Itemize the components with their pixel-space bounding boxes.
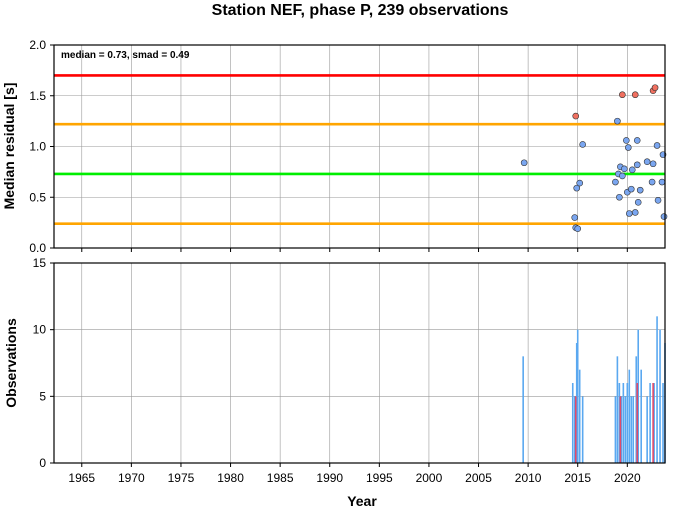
observation-bar bbox=[576, 329, 579, 463]
residual-point bbox=[625, 144, 632, 151]
x-tick-label: 1990 bbox=[316, 471, 343, 485]
residual-x-ticks bbox=[81, 248, 628, 252]
residual-point bbox=[633, 161, 641, 169]
observations-panel-frame bbox=[53, 262, 666, 464]
residual-point bbox=[614, 117, 621, 125]
x-tick-label: 1975 bbox=[168, 471, 195, 485]
observation-bar bbox=[640, 369, 642, 463]
observation-bar bbox=[575, 343, 578, 463]
residual-point bbox=[579, 141, 586, 148]
observation-bar bbox=[637, 329, 640, 463]
residual-point bbox=[621, 165, 628, 173]
observation-bar bbox=[616, 356, 619, 463]
observation-bar bbox=[656, 316, 658, 463]
observation-bar bbox=[652, 383, 654, 463]
residual-point bbox=[636, 186, 644, 194]
x-tick-label: 2015 bbox=[564, 471, 591, 485]
observation-bar bbox=[659, 329, 661, 463]
residual-point bbox=[633, 137, 641, 144]
observation-bar bbox=[622, 383, 625, 463]
observation-bar bbox=[628, 369, 631, 463]
residual-point bbox=[631, 209, 639, 216]
residual-point bbox=[627, 185, 635, 193]
x-tick-label: 1970 bbox=[118, 471, 145, 485]
residual-point bbox=[571, 214, 579, 221]
observation-bar bbox=[649, 383, 651, 463]
x-tick-label: 2020 bbox=[614, 471, 641, 485]
residual-y-axis-label: Median residual [s] bbox=[1, 83, 17, 210]
observation-bar bbox=[574, 396, 577, 463]
observation-bars bbox=[522, 316, 666, 463]
residual-point bbox=[631, 91, 639, 99]
residual-y-tick-label: 1.0 bbox=[29, 140, 46, 154]
residual-points bbox=[520, 84, 668, 233]
residual-point bbox=[623, 137, 630, 144]
x-tick-label: 1985 bbox=[267, 471, 294, 485]
observation-bar bbox=[626, 383, 629, 463]
residual-point bbox=[625, 210, 633, 217]
x-tick-label: 2000 bbox=[416, 471, 443, 485]
x-tick-label: 1995 bbox=[366, 471, 393, 485]
observations-x-ticks: 1965 1970 1975 1980 1985 1990 1995 2000 2005 2010… bbox=[68, 463, 641, 485]
stats-annotation: median = 0.73, smad = 0.49 bbox=[61, 50, 190, 61]
observations-y-axis-label: Observations bbox=[3, 318, 19, 408]
observation-bar bbox=[620, 396, 623, 463]
observation-bar bbox=[614, 396, 617, 463]
residual-point bbox=[649, 160, 657, 168]
residual-point bbox=[658, 178, 666, 186]
x-axis-label: Year bbox=[347, 493, 377, 509]
observation-bar bbox=[624, 396, 627, 463]
observations-y-tick-label: 5 bbox=[39, 389, 46, 403]
observation-bar bbox=[578, 369, 581, 463]
observation-bar bbox=[646, 396, 648, 463]
observation-bar bbox=[522, 356, 524, 463]
residual-point bbox=[660, 213, 668, 220]
reference-lines bbox=[54, 74, 665, 225]
observations-y-ticks: 0 5 10 15 bbox=[33, 256, 54, 470]
residual-y-tick-label: 1.5 bbox=[29, 89, 46, 103]
observation-bar bbox=[662, 383, 664, 463]
residual-point bbox=[616, 193, 623, 201]
residual-y-tick-label: 0.5 bbox=[29, 190, 46, 204]
observation-bar bbox=[653, 383, 655, 463]
observation-bar bbox=[632, 396, 635, 463]
residual-point bbox=[648, 178, 656, 186]
residual-point bbox=[628, 166, 636, 174]
residual-point bbox=[643, 158, 651, 166]
residual-point bbox=[654, 196, 662, 204]
x-tick-label: 1980 bbox=[217, 471, 244, 485]
residual-point bbox=[612, 178, 619, 186]
residual-point bbox=[634, 199, 642, 206]
residual-y-ticks: 0.0 0.5 1.0 1.5 2.0 bbox=[29, 38, 54, 255]
observation-bar bbox=[630, 396, 633, 463]
residual-point bbox=[574, 225, 582, 233]
residual-y-tick-label: 0.0 bbox=[29, 241, 46, 255]
observation-bar bbox=[573, 396, 576, 463]
observation-bar bbox=[581, 396, 584, 463]
residual-y-tick-label: 2.0 bbox=[29, 38, 46, 52]
residual-point bbox=[572, 112, 580, 120]
observation-bar bbox=[618, 383, 621, 463]
observation-bar bbox=[571, 383, 574, 463]
observations-y-tick-label: 15 bbox=[33, 256, 47, 270]
residual-point bbox=[573, 184, 581, 192]
residual-point bbox=[520, 159, 528, 167]
observations-y-tick-label: 0 bbox=[39, 456, 46, 470]
residual-point bbox=[619, 172, 626, 180]
x-tick-label: 1965 bbox=[68, 471, 95, 485]
chart-title: Station NEF, phase P, 239 observations bbox=[212, 2, 509, 19]
residual-point bbox=[651, 84, 659, 91]
x-tick-label: 2010 bbox=[515, 471, 542, 485]
observation-bar bbox=[619, 396, 622, 463]
residual-point bbox=[619, 91, 626, 99]
x-tick-label: 2005 bbox=[465, 471, 492, 485]
residual-point bbox=[576, 179, 583, 187]
observation-bar bbox=[635, 356, 638, 463]
observations-panel: 0 5 10 15 1965 1970 1975 1980 1985 1990 1995 2000 2… bbox=[3, 256, 666, 485]
observation-bar bbox=[636, 383, 639, 463]
residual-panel: 0.0 0.5 1.0 1.5 2.0 median = 0.73, smad = 0.… bbox=[1, 38, 668, 255]
residual-point bbox=[653, 142, 661, 149]
observations-y-tick-label: 10 bbox=[33, 323, 47, 337]
